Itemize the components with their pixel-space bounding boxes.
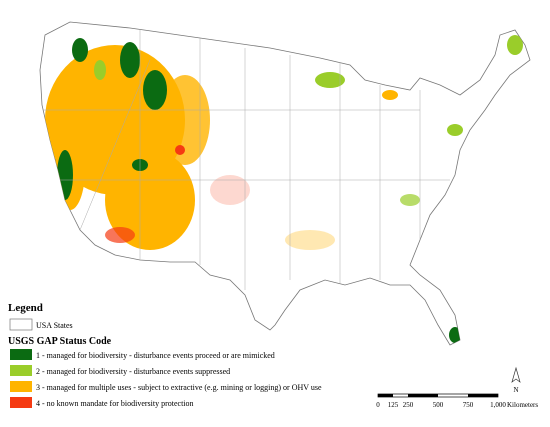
scale-tick-label: 500 (433, 401, 444, 409)
legend-label: 3 - managed for multiple uses - subject … (36, 383, 322, 392)
legend-swatch (10, 381, 32, 392)
usa-map (39, 21, 531, 346)
north-arrow: N (511, 366, 521, 394)
legend-subtitle: USGS GAP Status Code (8, 336, 112, 347)
scale-tick-label: 1,000 (490, 401, 506, 409)
north-label: N (513, 386, 518, 394)
scale-bar-fill (378, 394, 393, 397)
legend-label: 1 - managed for biodiversity - disturban… (36, 351, 275, 360)
scale-tick-label: 750 (463, 401, 474, 409)
scale-bar-fill (408, 394, 438, 397)
legend-swatch (10, 397, 32, 408)
legend-label: 4 - no known mandate for biodiversity pr… (36, 399, 194, 408)
arrow (511, 366, 521, 383)
scale-tick-label: 125 (388, 401, 399, 409)
legend-label: USA States (36, 321, 73, 330)
scale-bar: 0 125 250 500 750 1,000 Kilometers (376, 393, 538, 409)
legend-items: 1 - managed for biodiversity - disturban… (10, 349, 322, 408)
scale-bar-fill (468, 394, 498, 397)
legend-title: Legend (8, 302, 43, 314)
land-status (40, 30, 523, 343)
scale-tick-label: 250 (403, 401, 414, 409)
scale-tick-label: 0 (376, 401, 380, 409)
legend: Legend USA States USGS GAP Status Code 1… (8, 302, 322, 408)
legend-swatch (10, 349, 32, 360)
legend-swatch (9, 318, 33, 331)
legend-swatch (10, 365, 32, 376)
scale-unit: Kilometers (507, 401, 538, 409)
legend-label: 2 - managed for biodiversity - disturban… (36, 367, 230, 376)
